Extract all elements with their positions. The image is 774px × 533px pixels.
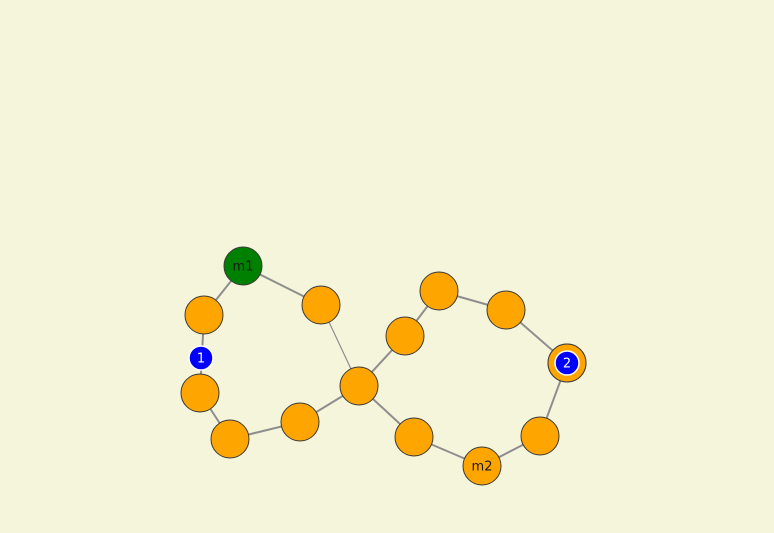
graph-node-h[interactable] — [486, 290, 526, 330]
node-circle — [180, 373, 220, 413]
graph-node-center[interactable] — [339, 366, 379, 406]
node-circle — [223, 246, 263, 286]
graph-node-m2[interactable]: m2 — [462, 446, 502, 486]
marker-1[interactable]: 1 — [188, 345, 214, 371]
node-circle — [462, 446, 502, 486]
graph-node-g[interactable] — [419, 271, 459, 311]
marker-circle — [554, 350, 580, 376]
node-circle — [520, 416, 560, 456]
node-circle — [486, 290, 526, 330]
node-circle — [385, 316, 425, 356]
graph-node-b[interactable] — [301, 285, 341, 325]
graph-node-e[interactable] — [280, 402, 320, 442]
graph-node-f[interactable] — [385, 316, 425, 356]
graph-node-a[interactable] — [184, 295, 224, 335]
graph-node-c[interactable] — [180, 373, 220, 413]
node-circle — [394, 417, 434, 457]
marker-circle — [188, 345, 214, 371]
node-circle — [210, 419, 250, 459]
node-circle — [339, 366, 379, 406]
node-circle — [280, 402, 320, 442]
graph-node-j[interactable] — [520, 416, 560, 456]
graph-node-m1[interactable]: m1 — [223, 246, 263, 286]
graph-node-d[interactable] — [210, 419, 250, 459]
node-circle — [419, 271, 459, 311]
node-circle — [184, 295, 224, 335]
marker-2[interactable]: 2 — [547, 343, 587, 383]
nodes-layer: m1 m2 — [180, 246, 587, 486]
graph-node-l[interactable] — [394, 417, 434, 457]
node-circle — [301, 285, 341, 325]
